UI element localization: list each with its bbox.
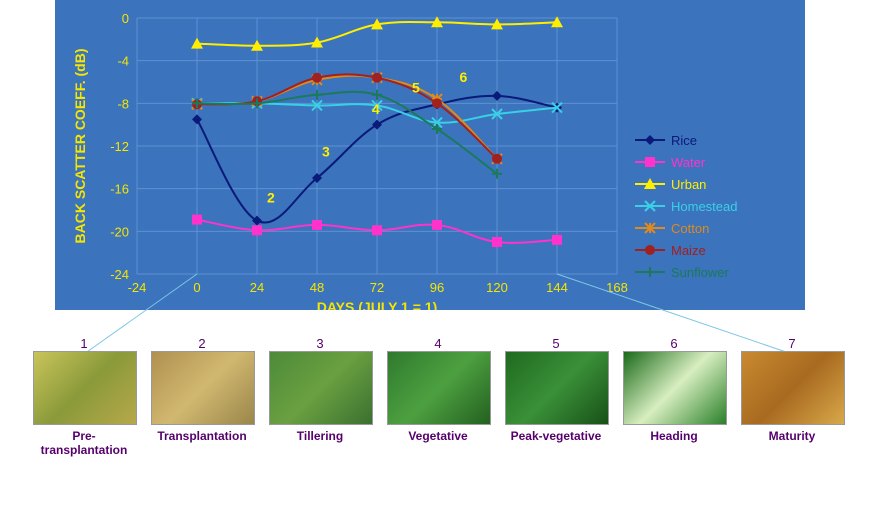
stage-label: Tillering <box>269 429 371 443</box>
stage-strip: 1 Pre-transplantation 2 Transplantation 3 Til… <box>0 336 876 496</box>
stage-label: Pre-transplantation <box>33 429 135 457</box>
stage-thumb <box>741 351 845 425</box>
stage-thumb <box>269 351 373 425</box>
stage-number: 2 <box>151 336 253 351</box>
stage-item: 3 Tillering <box>269 336 371 443</box>
stage-thumb <box>151 351 255 425</box>
stage-label: Transplantation <box>151 429 253 443</box>
stage-number: 7 <box>741 336 843 351</box>
stage-label: Peak-vegetative <box>505 429 607 443</box>
stage-item: 7 Maturity <box>741 336 843 443</box>
stage-item: 6 Heading <box>623 336 725 443</box>
stage-thumb <box>505 351 609 425</box>
stage-number: 6 <box>623 336 725 351</box>
stage-label: Vegetative <box>387 429 489 443</box>
figure-root: -24-20-16-12-8-40-24024487296120144168DA… <box>0 0 876 516</box>
stage-item: 4 Vegetative <box>387 336 489 443</box>
stage-thumb <box>387 351 491 425</box>
stage-item: 1 Pre-transplantation <box>33 336 135 457</box>
stage-number: 3 <box>269 336 371 351</box>
stage-thumb <box>623 351 727 425</box>
stage-thumb <box>33 351 137 425</box>
stage-item: 2 Transplantation <box>151 336 253 443</box>
stage-number: 5 <box>505 336 607 351</box>
stage-label: Heading <box>623 429 725 443</box>
stage-number: 4 <box>387 336 489 351</box>
stage-item: 5 Peak-vegetative <box>505 336 607 443</box>
stage-number: 1 <box>33 336 135 351</box>
stage-label: Maturity <box>741 429 843 443</box>
